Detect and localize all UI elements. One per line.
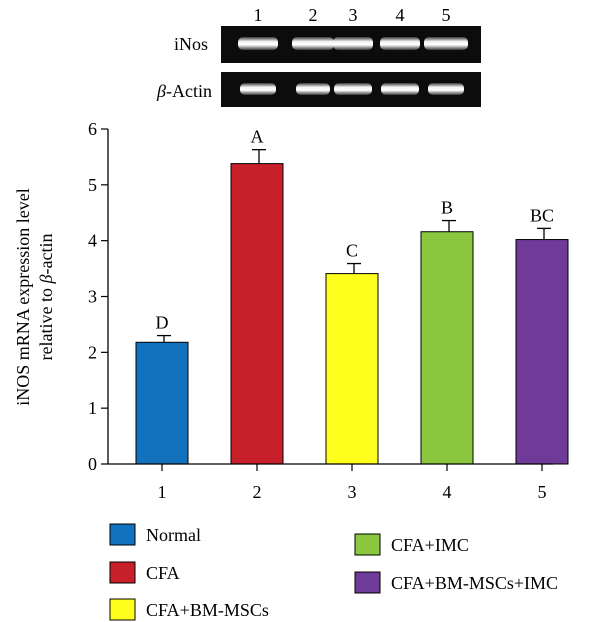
bar-4 (420, 231, 474, 465)
gel-lane-label: 1 (254, 5, 263, 25)
y-tick-label: 4 (88, 231, 97, 251)
y-tick-label: 6 (88, 119, 97, 139)
y-tick-label: 2 (88, 342, 97, 362)
bar-2 (230, 163, 284, 465)
bar-chart: 0 1 2 3 4 5 6 1 2 3 4 5 D A C B BC iNOS mRNA expressio… (13, 119, 569, 502)
x-tick-label: 4 (443, 482, 452, 502)
legend-swatch (109, 598, 136, 621)
legend-label: CFA+BM-MSCs+IMC (391, 573, 558, 593)
beta-actin-band (381, 83, 419, 95)
significance-letter: B (441, 198, 453, 218)
gel-lane-label: 3 (349, 5, 358, 25)
x-tick-label: 3 (348, 482, 357, 502)
x-tick-label: 5 (538, 482, 547, 502)
bar-5 (515, 239, 569, 465)
y-tick-label: 1 (88, 398, 97, 418)
legend-swatch (354, 533, 381, 556)
y-tick-label: 0 (88, 454, 97, 474)
y-axis-label-line1: iNOS mRNA expression level (13, 188, 33, 406)
gel-lane-label: 2 (309, 5, 318, 25)
inos-band (333, 37, 373, 50)
bar-1 (135, 341, 189, 465)
y-tick-label: 3 (88, 287, 97, 307)
legend-label: Normal (146, 525, 201, 545)
beta-actin-band (428, 83, 464, 95)
significance-letter: D (156, 313, 169, 333)
bar-3 (325, 273, 379, 465)
x-axis-ticks: 1 2 3 4 5 (158, 464, 547, 502)
y-axis-ticks: 0 1 2 3 4 5 6 (88, 119, 108, 474)
legend-swatch (109, 523, 136, 546)
actin-text: -Actin (166, 81, 212, 101)
inos-band (292, 37, 334, 50)
legend-label: CFA+BM-MSCs (146, 600, 269, 620)
y-axis-label-suffix: -actin (36, 234, 56, 275)
legend-label: CFA (146, 563, 180, 583)
gel-lane-label: 5 (442, 5, 451, 25)
inos-band (380, 37, 420, 50)
significance-letter: A (251, 127, 264, 147)
gel-image: 1 2 3 4 5 iNos β-Actin (156, 5, 481, 107)
significance-letter: C (346, 241, 358, 261)
y-axis-label-prefix: relative to (36, 283, 56, 360)
y-axis-label: iNOS mRNA expression level relative to β… (13, 188, 56, 406)
beta-actin-band (334, 83, 372, 95)
significance-letter: BC (530, 205, 554, 225)
legend-label: CFA+IMC (391, 535, 469, 555)
legend: Normal CFA CFA+BM-MSCs CFA+IMC CFA+BM-MSCs+I… (109, 523, 558, 621)
beta-actin-bands (240, 83, 464, 95)
inos-bands (238, 37, 468, 50)
legend-swatch (109, 561, 136, 584)
legend-swatch (354, 571, 381, 594)
gel-lane-label: 4 (396, 5, 405, 25)
x-tick-label: 1 (158, 482, 167, 502)
significance-letters: D A C B BC (156, 127, 555, 333)
gel-lane-labels: 1 2 3 4 5 (254, 5, 451, 25)
error-bars (157, 149, 551, 343)
y-axis-label-line2: relative to β-actin (36, 234, 56, 361)
beta-actin-band (240, 83, 276, 95)
beta-actin-band (296, 83, 330, 95)
y-axis-label-beta: β (36, 274, 56, 284)
bars (135, 163, 569, 465)
gel-row-label-inos: iNos (174, 34, 208, 54)
y-tick-label: 5 (88, 175, 97, 195)
inos-band (424, 37, 468, 50)
x-tick-label: 2 (253, 482, 262, 502)
beta-symbol: β (156, 81, 166, 101)
inos-band (238, 37, 278, 50)
gel-row-label-beta-actin: β-Actin (156, 81, 212, 101)
